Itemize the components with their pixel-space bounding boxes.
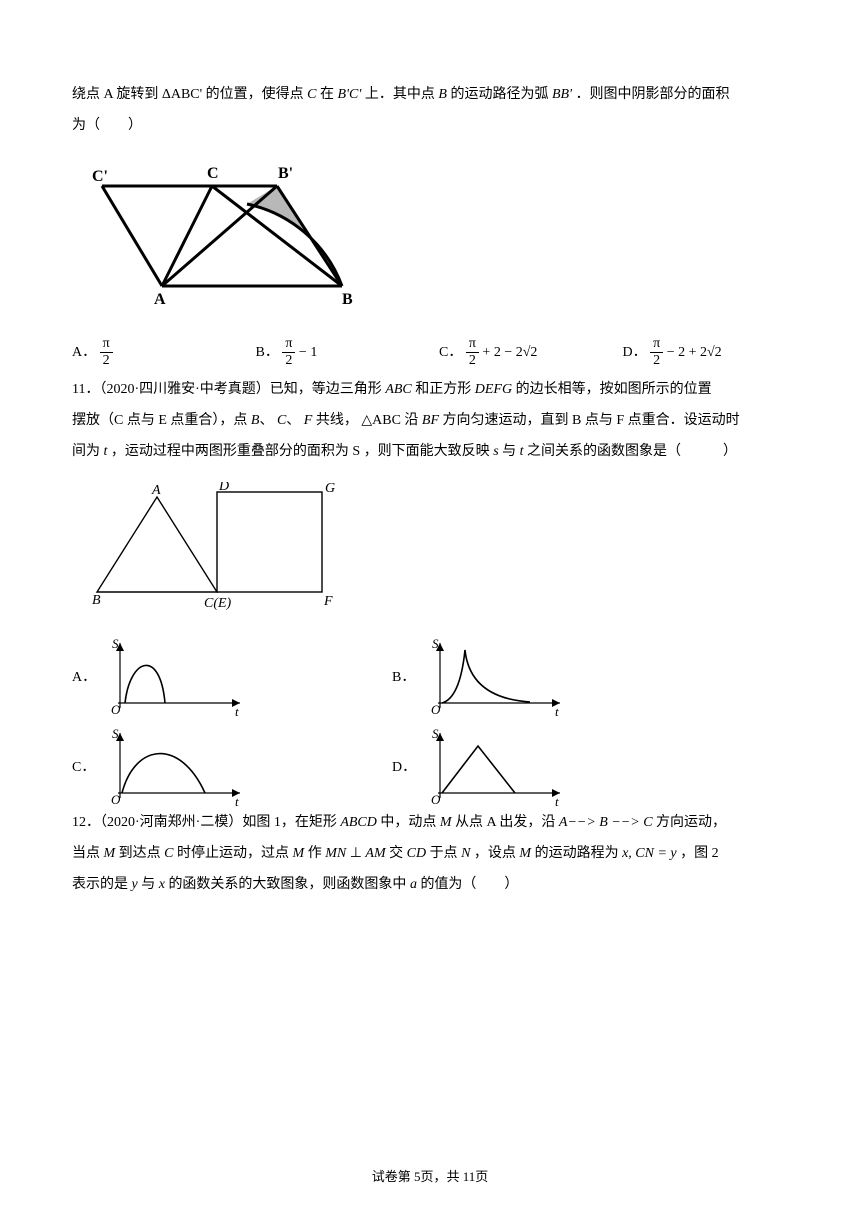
svg-text:S: S xyxy=(112,728,119,741)
q12-line2: 当点 M 到达点 C 时停止运动，过点 M 作 MN ⊥ AM 交 CD 于点 … xyxy=(72,839,788,870)
q11-line3: 间为 t ，运动过程中两图形重叠部分的面积为 S ，则下面能大致反映 s 与 t… xyxy=(72,437,788,468)
svg-text:t: t xyxy=(235,794,239,808)
q11-figure: A B C(E) D G F xyxy=(92,482,788,625)
opt-label: D． xyxy=(623,346,647,361)
tail: − 2 + 2√2 xyxy=(667,346,722,361)
opt-label: C． xyxy=(439,346,462,361)
svg-text:F: F xyxy=(323,594,333,609)
opt-label: A． xyxy=(72,346,96,361)
svg-text:O: O xyxy=(111,792,121,807)
delta-abc: ΔABC' xyxy=(162,87,202,102)
q10-option-d[interactable]: D． π2 − 2 + 2√2 xyxy=(623,337,789,369)
q10-option-a[interactable]: A． π2 xyxy=(72,337,238,369)
svg-text:D: D xyxy=(218,482,229,494)
arc-bb: BB' xyxy=(552,87,572,102)
tail: − 1 xyxy=(299,346,317,361)
svg-text:C(E): C(E) xyxy=(204,596,232,611)
svg-text:S: S xyxy=(432,638,439,651)
q10-line1: 绕点 A 旋转到 ΔABC' 的位置，使得点 C 在 B'C' 上．其中点 B … xyxy=(72,80,788,111)
q12-line1: 12．（2020·河南郑州·二模）如图 1，在矩形 ABCD 中，动点 M 从点… xyxy=(72,808,788,839)
label-bp: B' xyxy=(278,165,293,182)
label-b: B xyxy=(342,291,353,308)
svg-text:S: S xyxy=(112,638,119,651)
label-cp: C' xyxy=(92,168,108,185)
pi: π xyxy=(100,336,113,352)
q10-option-c[interactable]: C． π2 + 2 − 2√2 xyxy=(439,337,605,369)
opt-label: B． xyxy=(256,346,279,361)
q10-option-b[interactable]: B． π2 − 1 xyxy=(256,337,422,369)
svg-text:S: S xyxy=(432,728,439,741)
svg-text:G: G xyxy=(325,482,335,496)
q11-option-c[interactable]: C． S O t xyxy=(72,728,392,808)
q10-options: A． π2 B． π2 − 1 C． π2 + 2 − 2√2 D． π2 − … xyxy=(72,337,788,369)
q11-line2: 摆放（C 点与 E 点重合），点 B、 C、 F 共线， △ABC 沿 BF 方… xyxy=(72,406,788,437)
q10-figure: C' C B' A B xyxy=(92,156,788,324)
q11-option-b[interactable]: B． S O t xyxy=(392,638,712,718)
svg-text:t: t xyxy=(555,794,559,808)
svg-text:t: t xyxy=(235,704,239,718)
q11-option-d[interactable]: D． S O t xyxy=(392,728,712,808)
text: 上．其中点 xyxy=(365,87,435,102)
text: 绕点 A 旋转到 xyxy=(72,87,158,102)
pt-b: B xyxy=(438,87,447,102)
q12-line3: 表示的是 y 与 x 的函数关系的大致图象，则函数图象中 a 的值为（ ） xyxy=(72,870,788,901)
text: 的位置，使得点 xyxy=(206,87,304,102)
two: 2 xyxy=(100,353,113,368)
text: 的运动路径为弧 xyxy=(450,87,548,102)
text: ．则图中阴影部分的面积 xyxy=(576,87,730,102)
svg-text:B: B xyxy=(92,593,101,608)
q11-options: A． S O t B． S O t C． xyxy=(72,638,788,808)
tail: + 2 − 2√2 xyxy=(482,346,537,361)
svg-text:O: O xyxy=(431,702,441,717)
svg-text:O: O xyxy=(111,702,121,717)
svg-text:O: O xyxy=(431,792,441,807)
svg-text:A: A xyxy=(151,483,161,498)
pt-c: C xyxy=(307,87,316,102)
q10-line2: 为（ ） xyxy=(72,111,788,142)
q11-option-a[interactable]: A． S O t xyxy=(72,638,392,718)
page-footer: 试卷第 5页，共 11页 xyxy=(0,1163,860,1192)
text: 在 xyxy=(320,87,334,102)
label-c: C xyxy=(207,165,219,182)
seg-bc: B'C' xyxy=(338,87,362,102)
svg-text:t: t xyxy=(555,704,559,718)
q11-line1: 11．（2020·四川雅安·中考真题）已知，等边三角形 ABC 和正方形 DEF… xyxy=(72,375,788,406)
label-a: A xyxy=(154,291,166,308)
